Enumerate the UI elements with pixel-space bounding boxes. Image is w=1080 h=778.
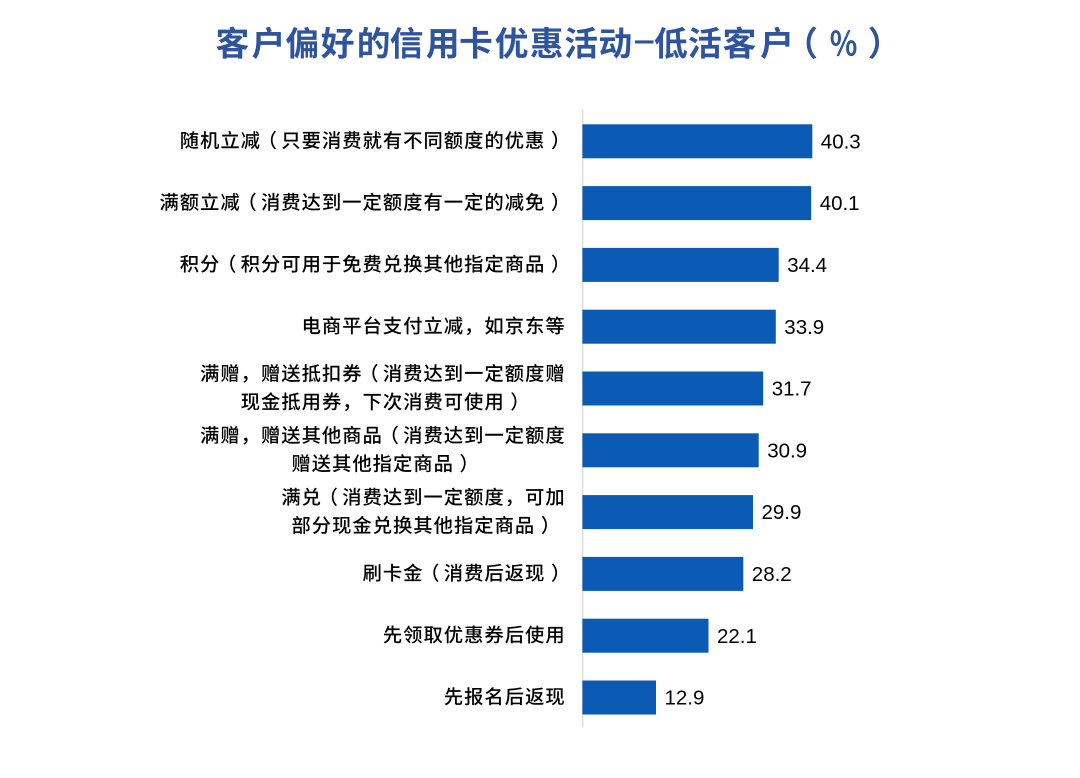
svg-text:40.1: 40.1 (820, 192, 860, 215)
svg-text:29.9: 29.9 (762, 501, 802, 524)
svg-text:22.1: 22.1 (717, 625, 757, 648)
svg-text:33.9: 33.9 (784, 316, 824, 339)
svg-text:31.7: 31.7 (772, 378, 812, 401)
svg-text:40.3: 40.3 (821, 130, 861, 153)
svg-text:30.9: 30.9 (767, 439, 807, 462)
svg-text:28.2: 28.2 (752, 563, 792, 586)
svg-text:12.9: 12.9 (665, 687, 705, 710)
svg-text:34.4: 34.4 (787, 254, 827, 277)
